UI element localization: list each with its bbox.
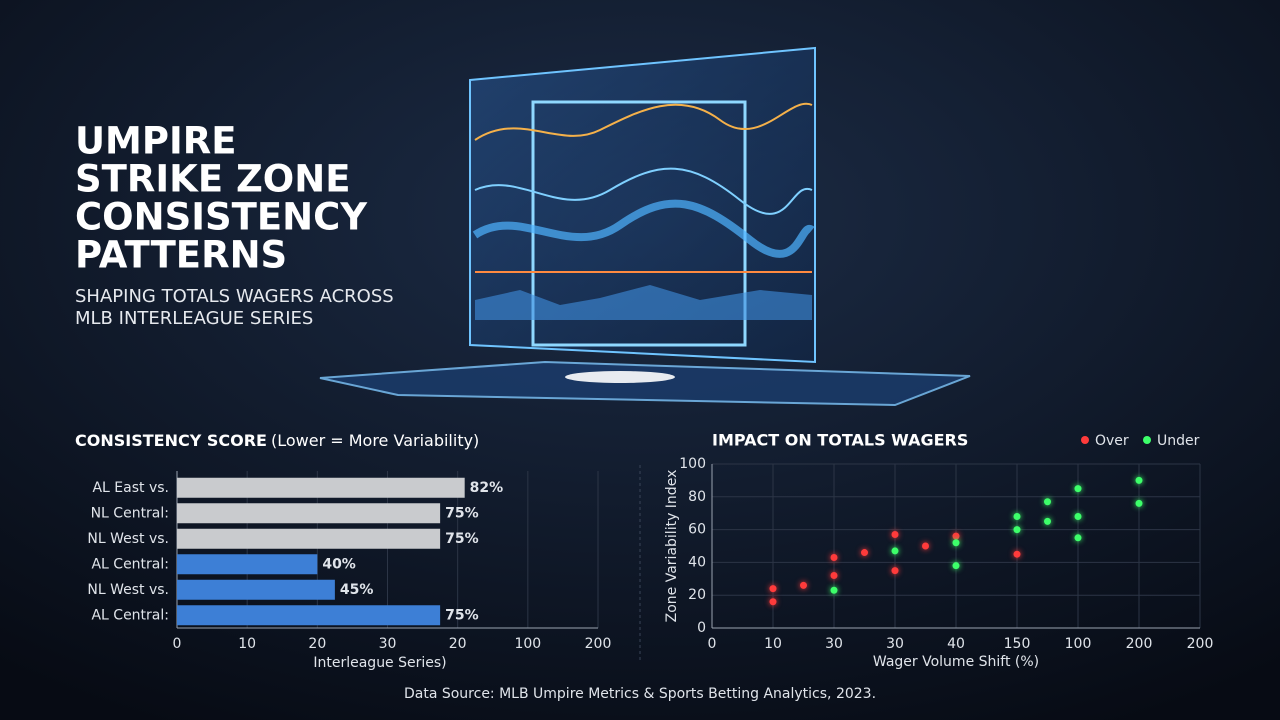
bar [177, 528, 441, 549]
point [1044, 498, 1051, 506]
point [952, 532, 960, 540]
point [861, 549, 868, 557]
point [1074, 485, 1082, 493]
point [1135, 499, 1143, 507]
y-tick-label: 0 [697, 620, 706, 636]
y-tick-label: 60 [688, 522, 706, 538]
point [1074, 534, 1082, 542]
value-label: 75% [445, 531, 479, 547]
point [952, 562, 960, 570]
page-title: PATTERNS [75, 234, 287, 277]
x-tick-label: 30 [825, 636, 843, 652]
y-tick-label: AL East vs. [92, 480, 169, 496]
x-tick-label: 100 [1065, 636, 1092, 652]
x-tick-label: 30 [886, 636, 904, 652]
point [769, 598, 777, 606]
point [1013, 526, 1021, 534]
point [1074, 512, 1082, 520]
x-tick-label: 100 [514, 636, 541, 652]
x-tick-label: 200 [1126, 636, 1153, 652]
x-tick-label: 40 [947, 636, 965, 652]
x-tick-label: 200 [1187, 636, 1214, 652]
y-tick-label: NL Central: [91, 505, 169, 521]
legend-marker [1081, 436, 1089, 444]
legend-label: Under [1157, 433, 1200, 449]
value-label: 45% [340, 582, 374, 598]
chart-subtitle: (Lower = More Variability) [271, 431, 479, 450]
value-label: 75% [445, 607, 479, 623]
x-tick-label: 20 [449, 636, 467, 652]
y-tick-label: 80 [688, 489, 706, 505]
page-title: UMPIRE [75, 120, 237, 163]
point [830, 572, 838, 580]
point [769, 585, 777, 593]
point [891, 567, 899, 575]
bar [177, 554, 318, 575]
legend-marker [1143, 436, 1151, 444]
x-axis-label: Wager Volume Shift (%) [873, 654, 1039, 670]
point [1013, 512, 1021, 520]
x-tick-label: 200 [585, 636, 612, 652]
point [922, 542, 929, 550]
value-label: 82% [470, 480, 504, 496]
y-tick-label: AL Central: [91, 607, 169, 623]
bar [177, 477, 465, 498]
y-tick-label: NL West vs. [87, 531, 169, 547]
point [1013, 550, 1021, 558]
point [830, 586, 838, 594]
bar [177, 605, 441, 626]
x-tick-label: 0 [708, 636, 717, 652]
x-tick-label: 0 [173, 636, 182, 652]
x-tick-label: 10 [764, 636, 782, 652]
point [830, 553, 838, 561]
y-tick-label: AL Central: [91, 556, 169, 572]
value-label: 75% [445, 505, 479, 521]
source: Data Source: MLB Umpire Metrics & Sports… [404, 686, 876, 702]
point [1044, 517, 1051, 525]
bar [177, 579, 335, 600]
x-tick-label: 10 [238, 636, 256, 652]
chart-title: IMPACT ON TOTALS WAGERS [712, 431, 968, 450]
y-tick-label: 20 [688, 587, 706, 603]
value-label: 40% [322, 556, 356, 572]
hologram [319, 46, 971, 407]
page-title: STRIKE ZONE [75, 158, 351, 201]
x-tick-label: 30 [379, 636, 397, 652]
legend-label: Over [1095, 433, 1129, 449]
page-subtitle: SHAPING TOTALS WAGERS ACROSS [75, 286, 394, 307]
x-tick-label: 150 [1004, 636, 1031, 652]
y-tick-label: 100 [679, 456, 706, 472]
point [891, 547, 899, 555]
point [800, 581, 807, 589]
page-subtitle: MLB INTERLEAGUE SERIES [75, 308, 313, 329]
point [952, 539, 960, 547]
y-tick-label: 40 [688, 554, 706, 570]
y-axis-label: Zone Variability Index [664, 470, 680, 623]
bar [177, 503, 441, 524]
chart-title: CONSISTENCY SCORE (Lower = More Variabili… [75, 431, 479, 450]
point [891, 531, 899, 539]
x-axis-label: Interleague Series) [313, 655, 446, 671]
point [1135, 476, 1143, 484]
page-title: CONSISTENCY [75, 196, 368, 239]
y-tick-label: NL West vs. [87, 582, 169, 598]
chart-title: CONSISTENCY SCORE [75, 431, 267, 450]
x-tick-label: 20 [308, 636, 326, 652]
